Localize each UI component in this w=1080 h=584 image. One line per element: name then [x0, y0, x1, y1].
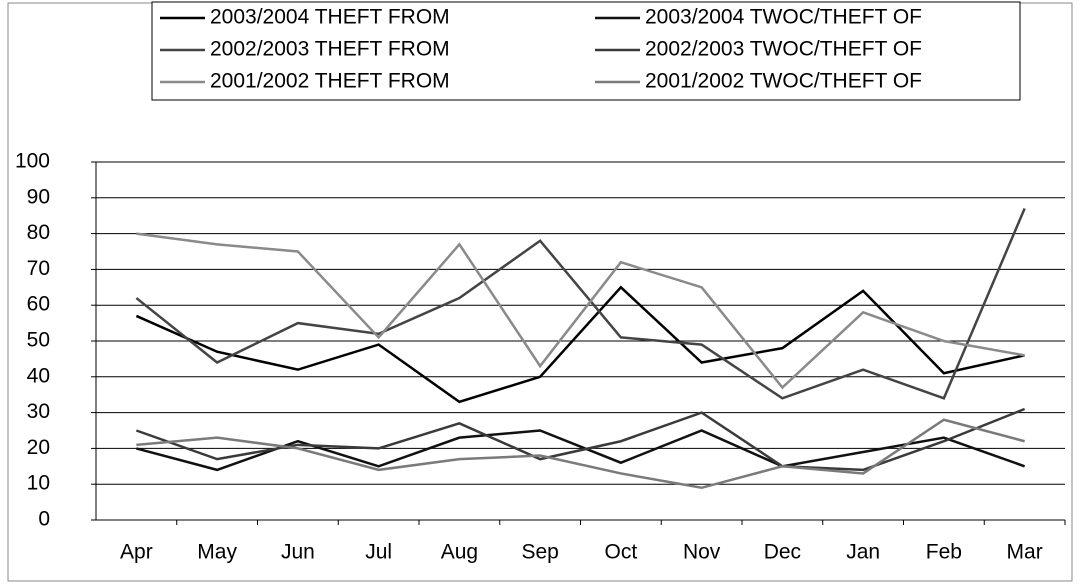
- y-tick-label: 10: [27, 472, 50, 495]
- series-line: [135, 285, 1025, 404]
- series-line: [135, 208, 1026, 400]
- x-tick-label: Feb: [926, 541, 962, 564]
- y-tick-label: 70: [27, 257, 50, 280]
- legend-label: 2003/2004 THEFT FROM: [210, 6, 450, 29]
- y-tick-label: 30: [27, 400, 50, 423]
- y-tick-label: 20: [27, 436, 50, 459]
- x-tick-label: Dec: [764, 541, 801, 564]
- series-line: [135, 407, 1026, 472]
- legend-label: 2003/2004 TWOC/THEFT OF: [645, 6, 922, 29]
- x-tick-label: Jul: [365, 541, 392, 564]
- legend-box: [151, 1, 1021, 101]
- legend-label: 2002/2003 THEFT FROM: [210, 38, 450, 61]
- y-tick-label: 100: [15, 150, 50, 173]
- legend-label: 2002/2003 TWOC/THEFT OF: [645, 38, 922, 61]
- x-tick-label: Nov: [683, 541, 721, 564]
- legend-label: 2001/2002 THEFT FROM: [210, 70, 450, 93]
- legend-label: 2001/2002 TWOC/THEFT OF: [645, 70, 922, 93]
- y-tick-label: 80: [27, 221, 50, 244]
- x-tick-label: Sep: [521, 541, 558, 564]
- series-line: [136, 418, 1025, 490]
- x-tick-label: May: [197, 541, 237, 564]
- x-tick-label: Aug: [441, 541, 478, 564]
- x-tick-label: Mar: [1007, 541, 1043, 564]
- y-tick-label: 60: [27, 293, 50, 316]
- x-tick-label: Jan: [846, 541, 880, 564]
- x-tick-label: Apr: [120, 541, 153, 564]
- x-tick-label: Oct: [605, 541, 638, 564]
- y-tick-label: 90: [27, 185, 50, 208]
- y-tick-label: 50: [27, 329, 50, 352]
- y-tick-label: 40: [27, 364, 50, 387]
- y-tick-label: 0: [38, 508, 50, 531]
- x-tick-label: Jun: [281, 541, 315, 564]
- series-line: [136, 232, 1025, 390]
